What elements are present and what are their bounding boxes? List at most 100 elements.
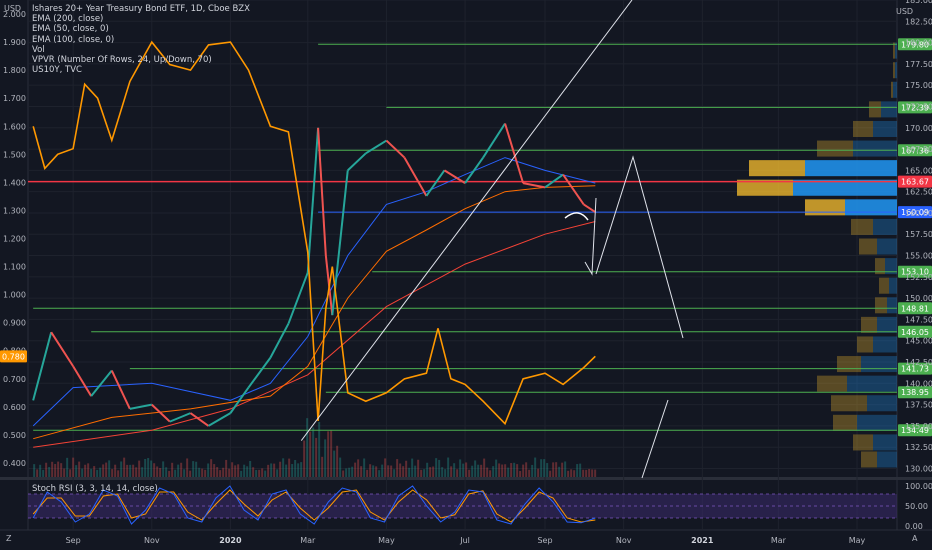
volume-bar bbox=[306, 418, 309, 477]
volume-bar bbox=[459, 459, 462, 477]
legend-us10y[interactable]: US10Y, TVC bbox=[32, 65, 82, 76]
level-price-tag bbox=[898, 38, 932, 51]
projection-arrow-down bbox=[584, 197, 597, 276]
price-candle-segment bbox=[90, 369, 113, 397]
volume-bar bbox=[267, 464, 270, 477]
volume-bar bbox=[441, 467, 444, 477]
volume-bar bbox=[198, 467, 201, 477]
vpvr-up-bar bbox=[895, 42, 897, 59]
stoch-rsi-band bbox=[28, 485, 897, 525]
volume-bar bbox=[327, 431, 330, 477]
y-left-tick-label: 0.900 bbox=[3, 319, 26, 328]
volume-bar bbox=[132, 464, 135, 477]
vpvr-up-bar bbox=[873, 336, 897, 353]
ema-50-line bbox=[32, 157, 596, 427]
y-left-tick-label: 1.500 bbox=[3, 150, 26, 159]
y-right-tick-label: 142.50 bbox=[905, 358, 932, 367]
price-candle-segment bbox=[347, 152, 367, 172]
vpvr-profile bbox=[737, 42, 897, 468]
volume-bar bbox=[312, 427, 315, 477]
volume-bar bbox=[84, 464, 87, 477]
volume-bar bbox=[285, 464, 288, 477]
legend-ema-50[interactable]: EMA (50, close, 0) bbox=[32, 24, 109, 35]
vpvr-up-bar bbox=[857, 414, 897, 431]
volume-bar bbox=[396, 459, 399, 477]
volume-bar bbox=[297, 463, 300, 477]
legend-ema-200[interactable]: EMA (200, close) bbox=[32, 14, 104, 25]
volume-bar bbox=[201, 468, 204, 477]
y-right-tick-label: 177.50 bbox=[905, 60, 932, 69]
volume-bar bbox=[435, 458, 438, 477]
vpvr-up-bar bbox=[873, 120, 897, 137]
y-right-tick-label: 175.00 bbox=[905, 81, 932, 90]
vpvr-up-bar bbox=[861, 356, 897, 373]
volume-bar bbox=[162, 461, 165, 477]
chart-title: Ishares 20+ Year Treasury Bond ETF, 1D, … bbox=[32, 4, 250, 14]
auto-scale-toggle[interactable]: A bbox=[912, 534, 918, 543]
horizontal-levels[interactable]: 179.80 172.39 167.36 163.67 160.09 153.10 148.… bbox=[28, 38, 932, 437]
volume-bar bbox=[156, 466, 159, 477]
volume-bar bbox=[174, 469, 177, 477]
volume-bar bbox=[222, 467, 225, 477]
x-tick-label: May bbox=[378, 536, 395, 545]
us10y-current-tag bbox=[0, 350, 27, 363]
legend-vol[interactable]: Vol bbox=[32, 44, 45, 55]
volume-bar bbox=[492, 466, 495, 477]
volume-bar bbox=[384, 458, 387, 477]
level-price-tag-label: 134.49 bbox=[901, 426, 929, 435]
stoch-rsi-label[interactable]: Stoch RSI (3, 3, 14, 14, close) bbox=[32, 484, 158, 494]
volume-bar bbox=[372, 465, 375, 477]
legend-vpvr[interactable]: VPVR (Number Of Rows, 24, Up/Down, 70) bbox=[32, 55, 212, 66]
volume-bar bbox=[246, 466, 249, 477]
price-candle-segment bbox=[544, 173, 564, 189]
volume-bar bbox=[447, 457, 450, 477]
volume-bar bbox=[489, 470, 492, 477]
volume-bar bbox=[159, 467, 162, 477]
volume-bar bbox=[324, 439, 327, 477]
price-candle-segment bbox=[482, 122, 506, 159]
volume-bar bbox=[45, 462, 48, 477]
y-left-tick-label: 1.200 bbox=[3, 235, 26, 244]
volume-bar bbox=[537, 468, 540, 477]
user-drawings[interactable] bbox=[300, 0, 684, 479]
volume-bar bbox=[594, 469, 597, 477]
grid-lines bbox=[0, 0, 932, 531]
volume-bar bbox=[501, 464, 504, 477]
level-price-tag bbox=[898, 144, 932, 157]
stoch-tick-label: 0.00 bbox=[905, 522, 923, 531]
y-right-tick-label: 155.00 bbox=[905, 252, 932, 261]
volume-bar bbox=[273, 463, 276, 477]
series-lines bbox=[32, 40, 596, 448]
volume-bar bbox=[357, 459, 360, 477]
volume-bar bbox=[456, 469, 459, 477]
volume-bar bbox=[528, 469, 531, 477]
volume-bar bbox=[369, 464, 372, 477]
volume-bar bbox=[393, 469, 396, 477]
volume-bar bbox=[426, 462, 429, 477]
timezone-toggle[interactable]: Z bbox=[6, 534, 12, 543]
volume-bar bbox=[543, 459, 546, 477]
vpvr-down-bar bbox=[869, 101, 881, 118]
volume-bar bbox=[183, 469, 186, 477]
volume-bar bbox=[582, 469, 585, 477]
volume-bar bbox=[213, 464, 216, 477]
volume-bar bbox=[150, 460, 153, 477]
trend-line bbox=[300, 0, 633, 441]
vpvr-down-bar bbox=[861, 451, 877, 468]
volume-bar bbox=[516, 464, 519, 477]
volume-bar bbox=[423, 469, 426, 477]
vpvr-down-bar bbox=[805, 199, 845, 216]
price-candle-segment bbox=[72, 365, 93, 397]
price-candle-segment bbox=[583, 203, 596, 213]
vpvr-down-bar bbox=[851, 218, 873, 235]
volume-bar bbox=[39, 464, 42, 477]
x-tick-label: Nov bbox=[144, 536, 160, 545]
volume-bar bbox=[48, 467, 51, 477]
price-candle-segment bbox=[189, 412, 210, 427]
volume-bar bbox=[417, 459, 420, 477]
vpvr-down-bar bbox=[859, 238, 877, 255]
volume-bar bbox=[102, 464, 105, 477]
legend-ema-100[interactable]: EMA (100, close, 0) bbox=[32, 34, 115, 45]
volume-bar bbox=[321, 456, 324, 477]
